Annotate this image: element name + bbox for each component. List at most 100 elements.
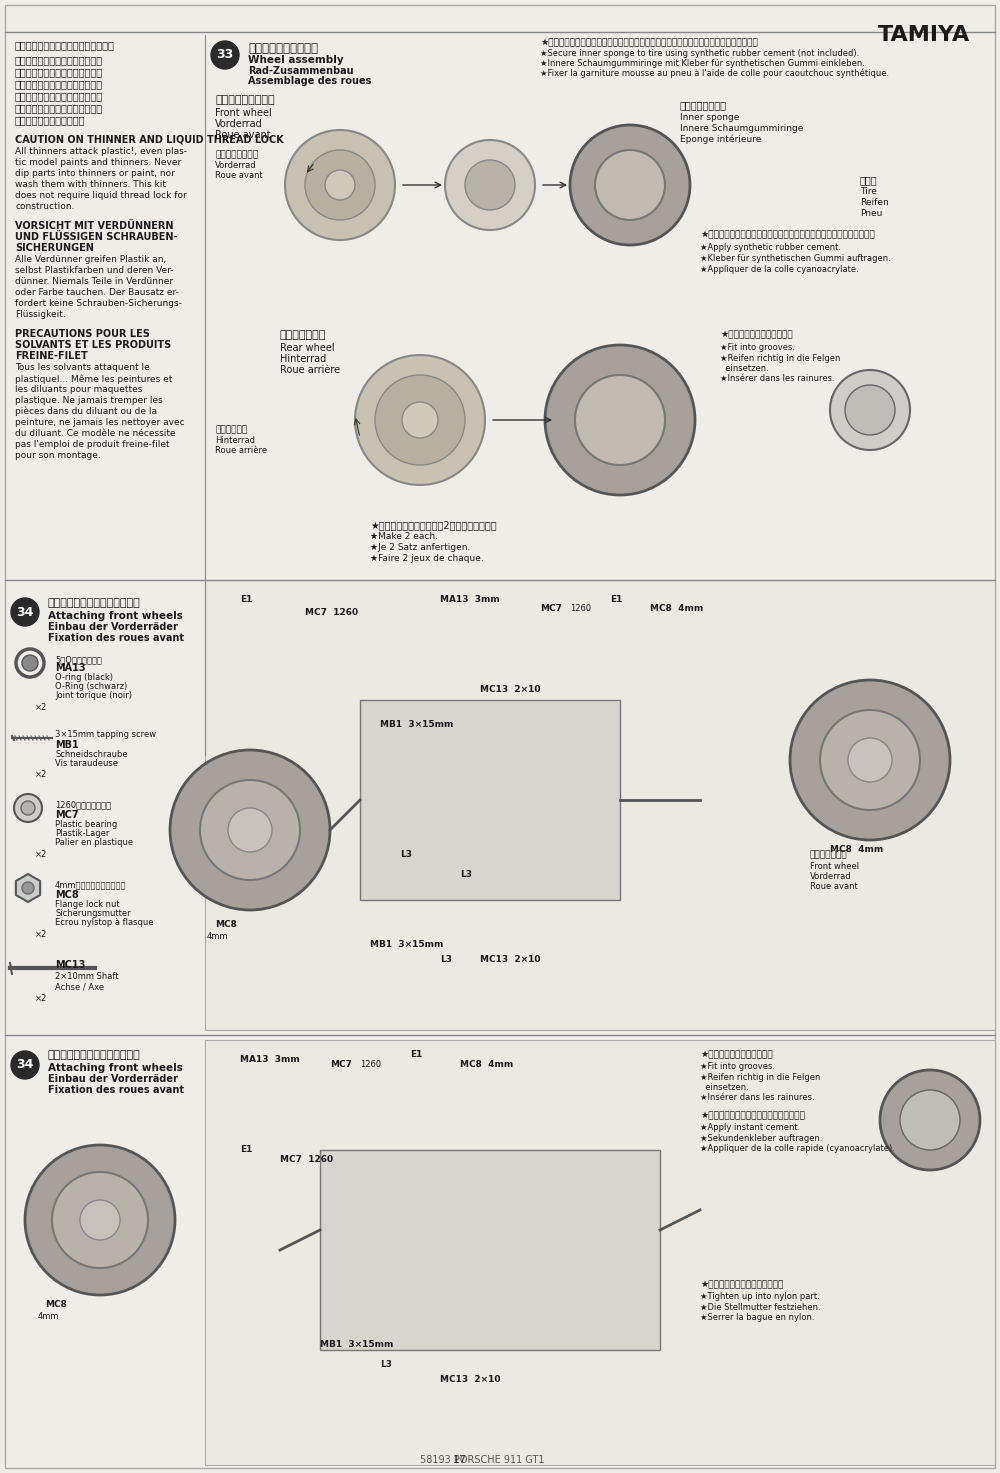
Text: MB1  3×15mm: MB1 3×15mm	[380, 720, 453, 729]
Text: （フロントタイヤ）: （フロントタイヤ）	[215, 94, 275, 105]
Text: 33: 33	[216, 49, 234, 62]
Text: MC7: MC7	[540, 604, 562, 613]
Text: があります。溶剤を大量に使って: があります。溶剤を大量に使って	[15, 80, 103, 88]
Text: で下さい。またネジロック剤はこ: で下さい。またネジロック剤はこ	[15, 103, 103, 113]
Text: MC13: MC13	[55, 960, 85, 971]
Text: フロントホイール: フロントホイール	[215, 150, 258, 159]
Text: MC8  4mm: MC8 4mm	[650, 604, 703, 613]
FancyBboxPatch shape	[205, 1040, 995, 1466]
Circle shape	[305, 150, 375, 219]
Text: plastique. Ne jamais tremper les: plastique. Ne jamais tremper les	[15, 396, 163, 405]
Text: 洗ったり、つけたり絶対にしない: 洗ったり、つけたり絶対にしない	[15, 91, 103, 102]
Text: MC7: MC7	[55, 810, 79, 820]
Text: L3: L3	[380, 1360, 392, 1368]
Text: Roue arrière: Roue arrière	[280, 365, 340, 376]
Text: Alle Verdünner greifen Plastik an,: Alle Verdünner greifen Plastik an,	[15, 255, 166, 264]
Text: pas l'emploi de produit freine-filet: pas l'emploi de produit freine-filet	[15, 440, 170, 449]
Text: 1260プラベアリング: 1260プラベアリング	[55, 800, 111, 809]
Circle shape	[845, 384, 895, 435]
Text: 34: 34	[16, 605, 34, 619]
Text: wash them with thinners. This kit: wash them with thinners. This kit	[15, 180, 166, 189]
Text: ★Faire 2 jeux de chaque.: ★Faire 2 jeux de chaque.	[370, 554, 484, 563]
Text: のキットには使いません。: のキットには使いません。	[15, 115, 86, 125]
Circle shape	[52, 1173, 148, 1268]
Text: ★Reifen richtig in die Felgen: ★Reifen richtig in die Felgen	[700, 1072, 820, 1083]
Text: MA13  3mm: MA13 3mm	[440, 595, 500, 604]
Text: MC8: MC8	[55, 890, 79, 900]
Circle shape	[228, 809, 272, 851]
Text: 樹脂製パーツはプラスチックモデ: 樹脂製パーツはプラスチックモデ	[15, 55, 103, 65]
Text: 4mm: 4mm	[207, 932, 228, 941]
Text: Eponge intérieure: Eponge intérieure	[680, 136, 761, 144]
Text: L3: L3	[400, 850, 412, 859]
Text: Roue arrière: Roue arrière	[215, 446, 267, 455]
Text: plastiquel... Même les peintures et: plastiquel... Même les peintures et	[15, 374, 172, 383]
Text: Sicherungsmutter: Sicherungsmutter	[55, 909, 131, 918]
Text: Vorderrad: Vorderrad	[215, 119, 263, 130]
Circle shape	[170, 750, 330, 910]
Circle shape	[445, 140, 535, 230]
Text: Wheel assembly: Wheel assembly	[248, 55, 344, 65]
Circle shape	[22, 655, 38, 672]
Text: （リヤタイヤ）: （リヤタイヤ）	[280, 330, 326, 340]
Text: dünner. Niemals Teile in Verdünner: dünner. Niemals Teile in Verdünner	[15, 277, 173, 286]
Text: ★フロント、リヤタイヤは2本づつ作ります。: ★フロント、リヤタイヤは2本づつ作ります。	[370, 520, 497, 530]
Text: ★Serrer la bague en nylon.: ★Serrer la bague en nylon.	[700, 1312, 814, 1321]
Text: MC13  2×10: MC13 2×10	[440, 1374, 501, 1385]
Text: Innere Schaumgummiringe: Innere Schaumgummiringe	[680, 124, 803, 133]
Text: Plastic bearing: Plastic bearing	[55, 820, 117, 829]
Text: Inner sponge: Inner sponge	[680, 113, 739, 122]
Circle shape	[575, 376, 665, 465]
Text: Fixation des roues avant: Fixation des roues avant	[48, 633, 184, 644]
Text: O-ring (black): O-ring (black)	[55, 673, 113, 682]
Text: ★Fit into grooves.: ★Fit into grooves.	[700, 1062, 775, 1071]
Text: du diluant. Ce modèle ne nécessite: du diluant. Ce modèle ne nécessite	[15, 429, 176, 437]
Text: ★Reifen richtig in die Felgen: ★Reifen richtig in die Felgen	[720, 354, 840, 362]
Text: Rear wheel: Rear wheel	[280, 343, 335, 354]
Text: 34: 34	[16, 1059, 34, 1071]
Text: Einbau der Vorderräder: Einbau der Vorderräder	[48, 622, 178, 632]
Text: ★インナースポンジはタイヤに接着（合成ゴム系接着剤）しての使用がより効果的です。: ★インナースポンジはタイヤに接着（合成ゴム系接着剤）しての使用がより効果的です。	[540, 38, 758, 47]
Text: einsetzen.: einsetzen.	[720, 364, 769, 373]
Text: oder Farbe tauchen. Der Bausatz er-: oder Farbe tauchen. Der Bausatz er-	[15, 289, 179, 298]
Text: 5㎜Oリング（黒）: 5㎜Oリング（黒）	[55, 655, 102, 664]
Circle shape	[11, 598, 39, 626]
Circle shape	[848, 738, 892, 782]
Text: does not require liquid thread lock for: does not require liquid thread lock for	[15, 191, 187, 200]
Text: 58193 PORSCHE 911 GT1: 58193 PORSCHE 911 GT1	[420, 1455, 544, 1466]
Circle shape	[595, 150, 665, 219]
FancyBboxPatch shape	[205, 580, 995, 1030]
Text: MC7  1260: MC7 1260	[305, 608, 358, 617]
Text: SICHERUNGEN: SICHERUNGEN	[15, 243, 94, 253]
Text: Roue avant: Roue avant	[810, 882, 858, 891]
Text: ×2: ×2	[35, 770, 47, 779]
Text: construction.: construction.	[15, 202, 74, 211]
Text: Vorderrad: Vorderrad	[215, 161, 257, 169]
Text: Roue avant: Roue avant	[215, 171, 263, 180]
Text: Front wheel: Front wheel	[810, 862, 859, 871]
Circle shape	[21, 801, 35, 815]
FancyBboxPatch shape	[320, 1150, 660, 1349]
Text: （タイヤの組み立て）: （タイヤの組み立て）	[248, 43, 318, 55]
Circle shape	[880, 1069, 980, 1170]
Text: ★Innere Schaumgummiringe mit Kleber für synthetischen Gummi einkleben.: ★Innere Schaumgummiringe mit Kleber für …	[540, 59, 865, 68]
Circle shape	[325, 169, 355, 200]
Text: selbst Plastikfarben und deren Ver-: selbst Plastikfarben und deren Ver-	[15, 267, 174, 275]
Circle shape	[465, 161, 515, 211]
Text: Tous les solvants attaquent le: Tous les solvants attaquent le	[15, 362, 150, 373]
Circle shape	[355, 355, 485, 485]
Text: タイヤ: タイヤ	[860, 175, 878, 186]
Text: MC8  4mm: MC8 4mm	[830, 846, 883, 854]
Text: Flange lock nut: Flange lock nut	[55, 900, 120, 909]
Text: ×2: ×2	[35, 994, 47, 1003]
Circle shape	[211, 41, 239, 69]
Text: Attaching front wheels: Attaching front wheels	[48, 1064, 183, 1072]
Text: MC8: MC8	[45, 1301, 67, 1309]
Text: Palier en plastique: Palier en plastique	[55, 838, 133, 847]
Text: ★ホイールのみではめます。: ★ホイールのみではめます。	[720, 330, 793, 339]
Text: Fixation des roues avant: Fixation des roues avant	[48, 1086, 184, 1094]
Circle shape	[790, 681, 950, 840]
Text: tic model paints and thinners. Never: tic model paints and thinners. Never	[15, 158, 181, 166]
Text: PRECAUTIONS POUR LES: PRECAUTIONS POUR LES	[15, 328, 150, 339]
Text: Hinterrad: Hinterrad	[280, 354, 326, 364]
